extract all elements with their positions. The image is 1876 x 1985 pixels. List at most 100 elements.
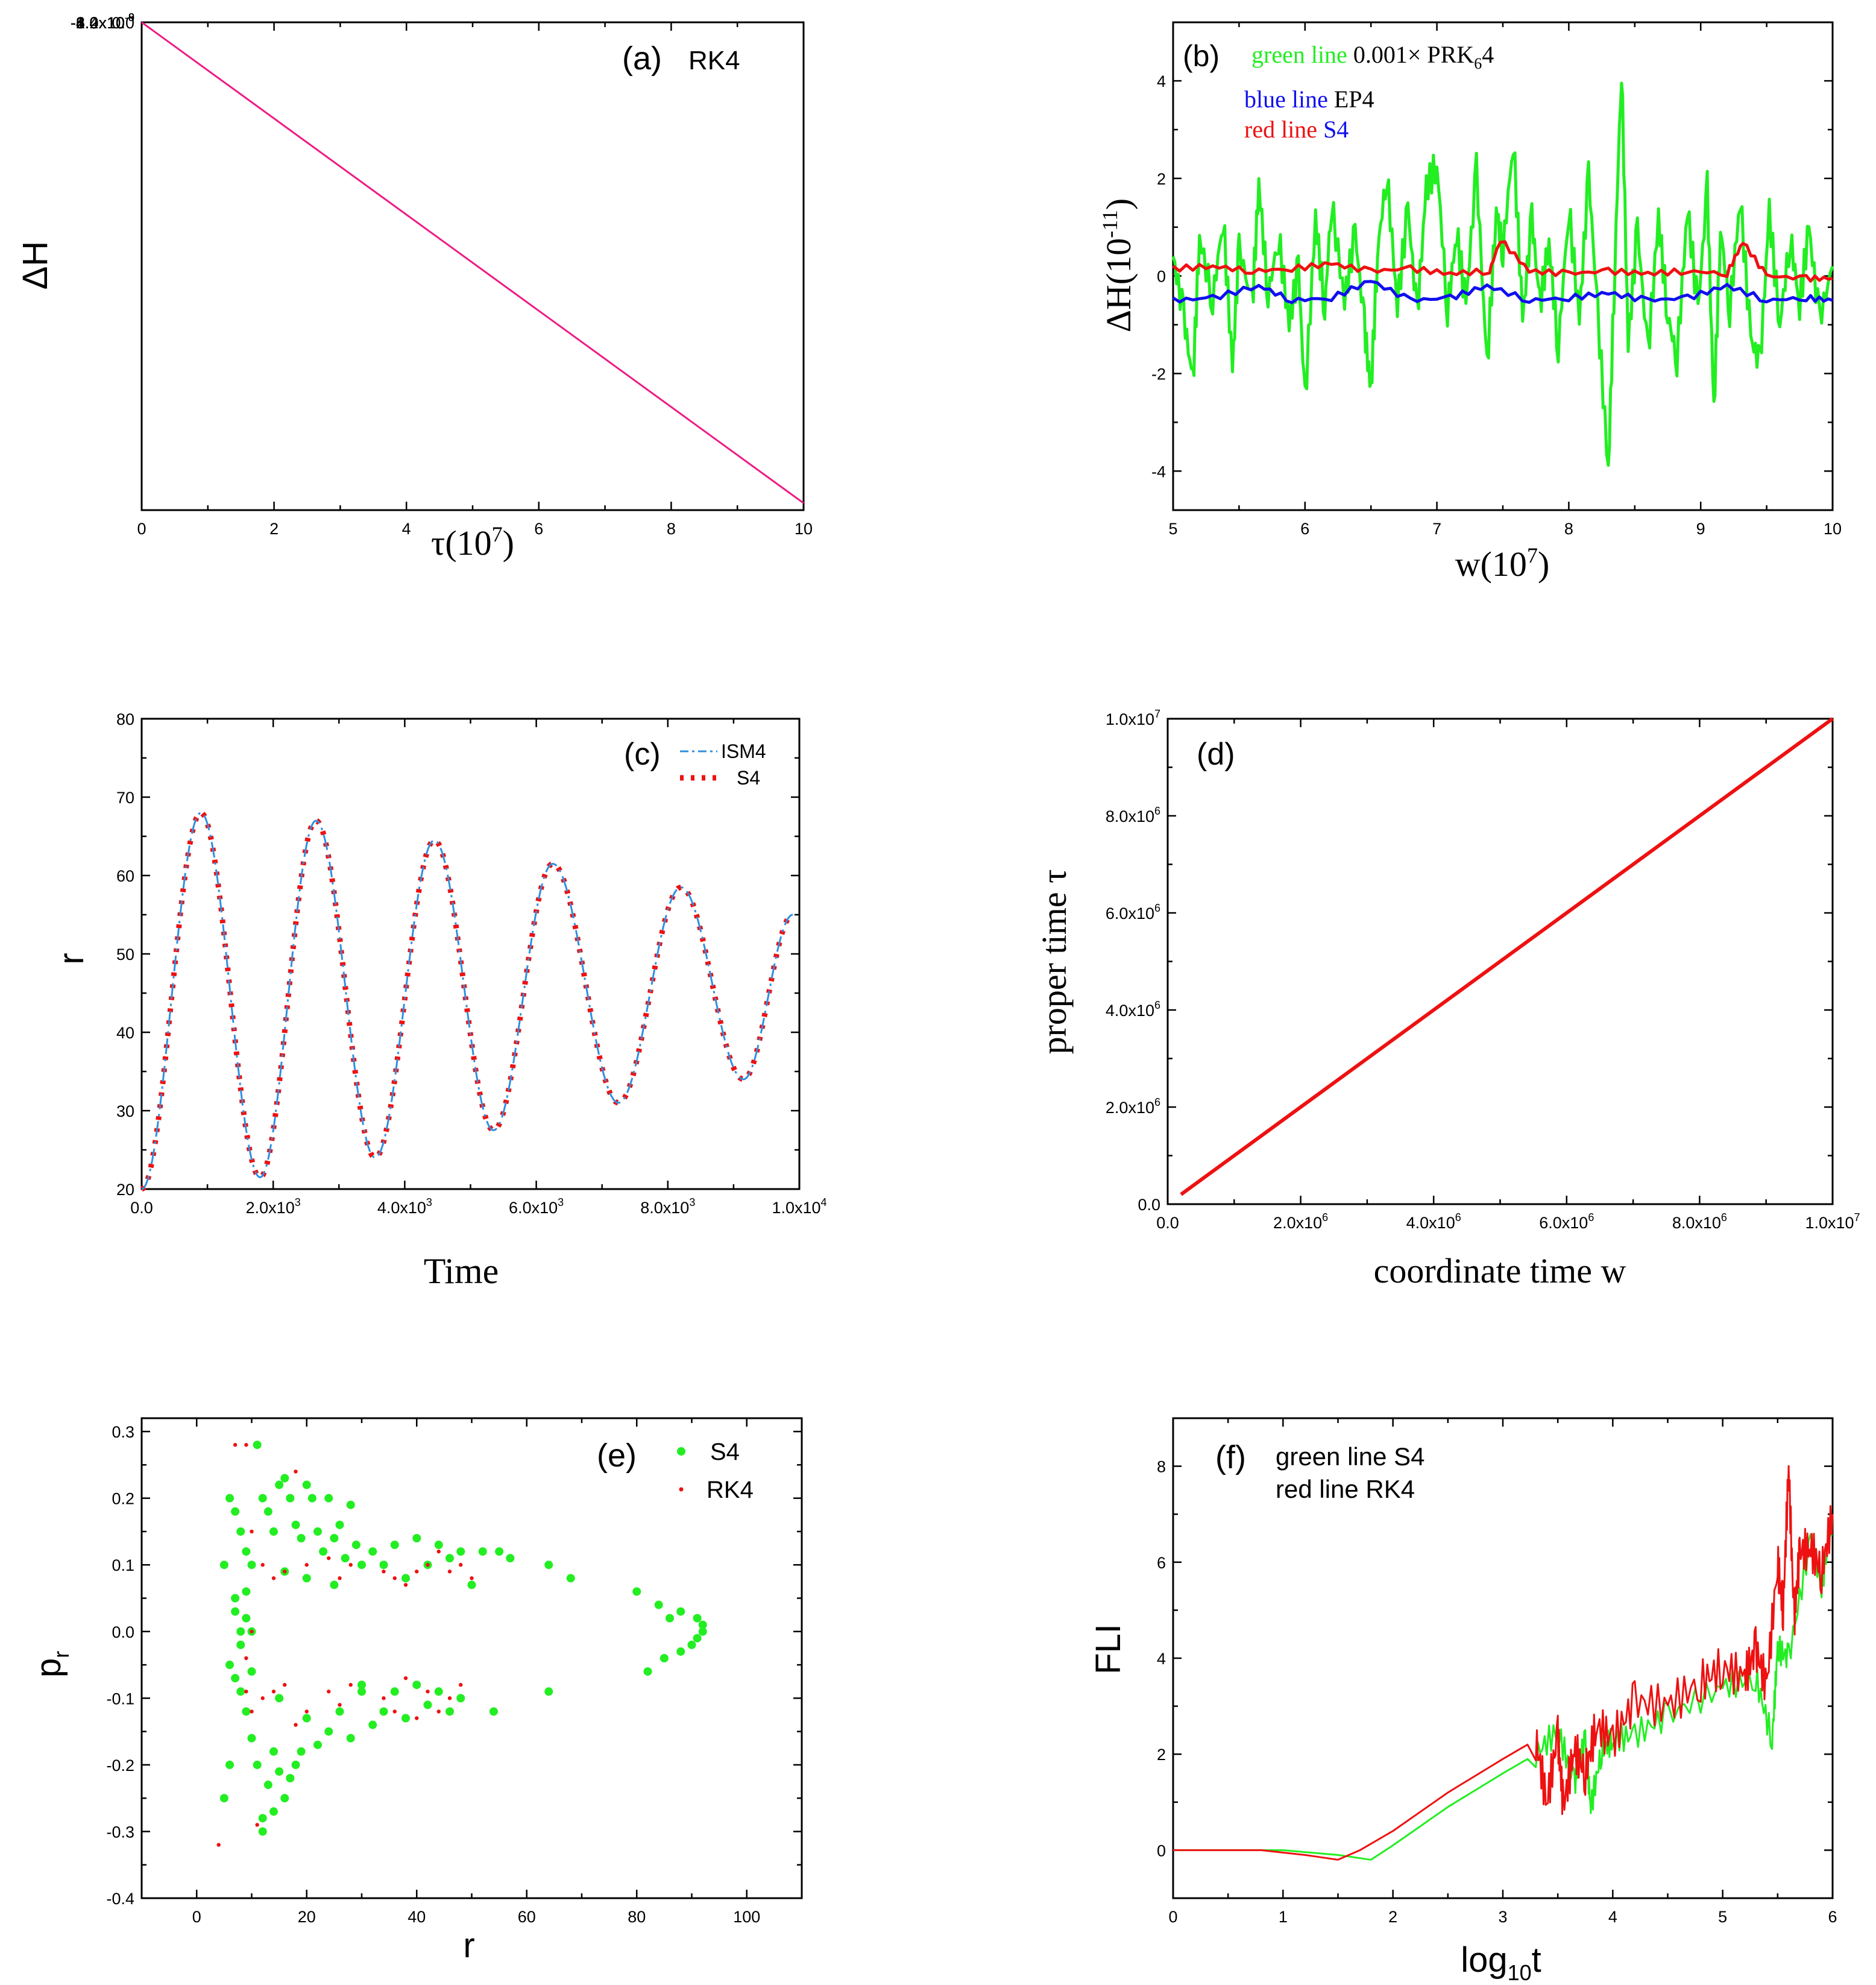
point-s4 [231, 1674, 240, 1683]
point-s4 [693, 1614, 702, 1623]
point-s4 [467, 1580, 476, 1589]
x-tick-label: 4 [402, 520, 411, 538]
point-rk4 [392, 1709, 397, 1714]
x-axis-label-f: log10t [1461, 1940, 1541, 1985]
x-tick-label: 2.0x106 [1273, 1211, 1328, 1232]
series-blue-ep4-line [1172, 280, 1833, 305]
x-axis-label-e: r [463, 1926, 474, 1965]
y-tick-label: 0 [1157, 1841, 1166, 1860]
point-rk4 [260, 1696, 265, 1700]
point-s4 [324, 1494, 333, 1503]
y-tick-label: 80 [116, 710, 134, 728]
point-s4 [275, 1480, 284, 1489]
point-s4 [698, 1627, 707, 1636]
point-s4 [506, 1554, 515, 1563]
point-s4 [357, 1561, 366, 1570]
legend-s4-label: green line S4 [1276, 1442, 1425, 1471]
y-tick-label: 0.3 [112, 1423, 134, 1441]
y-tick-label: 0.1 [112, 1556, 134, 1574]
y-tick-label: 0.2 [112, 1490, 134, 1508]
y-tick-label: -1.0x10-8 [71, 11, 134, 32]
y-axis-label-c: r [52, 953, 91, 964]
point-s4 [401, 1714, 410, 1723]
point-s4 [302, 1714, 311, 1723]
y-axis-label-a: ΔH [16, 241, 55, 290]
x-tick-label: 6 [1828, 1908, 1837, 1926]
x-tick-label: 2 [269, 520, 279, 538]
point-rk4 [426, 1563, 430, 1567]
x-tick-label: 0 [1168, 1908, 1177, 1926]
panel-f: 0 1 2 3 4 5 6 0 2 4 6 8 (f) green line S4 red line RK4… [1089, 1417, 1837, 1985]
x-tick-label: 0 [192, 1908, 201, 1926]
point-s4 [434, 1687, 443, 1696]
series-red-s4-line [1172, 240, 1833, 283]
x-tick-label: 0.0 [130, 1199, 153, 1217]
point-s4 [297, 1747, 306, 1756]
y-tick-label: -0.4 [106, 1890, 134, 1908]
point-s4 [456, 1547, 465, 1556]
point-rk4 [382, 1696, 386, 1700]
point-s4 [335, 1520, 344, 1529]
y-tick-label: -1.4x10-8 [71, 11, 134, 32]
point-rk4 [338, 1703, 342, 1707]
legend-s4-label: S4 [737, 767, 760, 789]
point-s4 [236, 1640, 245, 1649]
point-rk4 [382, 1570, 386, 1574]
point-s4 [445, 1554, 454, 1563]
y-tick-label: 40 [116, 1024, 134, 1042]
legend-rk4-label: red line RK4 [1276, 1475, 1415, 1503]
point-s4 [666, 1614, 674, 1623]
y-axis-label-e: pr [29, 1651, 74, 1677]
y-tick-label: -0.1 [106, 1690, 134, 1708]
y-axis-label-b: ΔH(10-11) [1098, 198, 1138, 332]
point-s4 [319, 1547, 328, 1556]
plot-frame-f [1172, 1417, 1834, 1899]
point-s4 [341, 1554, 350, 1563]
point-s4 [280, 1474, 289, 1483]
point-s4 [654, 1600, 663, 1609]
point-s4 [253, 1441, 262, 1450]
point-rk4 [415, 1570, 419, 1574]
point-s4 [253, 1760, 262, 1769]
point-rk4 [244, 1656, 248, 1661]
point-s4 [280, 1794, 289, 1803]
point-rk4 [447, 1696, 452, 1700]
point-s4 [297, 1534, 306, 1542]
point-s4 [291, 1760, 300, 1769]
point-s4 [313, 1527, 322, 1536]
y-tick-label: -8.0x10-9 [71, 11, 134, 32]
y-tick-label: -0.3 [106, 1823, 134, 1841]
panel-c: 0.0 2.0x103 4.0x103 6.0x103 8.0x103 1.0x104 20… [52, 710, 827, 1291]
point-s4 [544, 1561, 553, 1570]
point-rk4 [250, 1709, 254, 1714]
point-rk4 [244, 1690, 248, 1694]
y-tick-label: 50 [116, 945, 134, 964]
point-s4 [225, 1760, 234, 1769]
x-tick-label: 1.0x107 [1805, 1211, 1860, 1232]
point-s4 [412, 1680, 421, 1690]
x-tick-label: 100 [733, 1908, 760, 1926]
point-rk4 [403, 1676, 408, 1680]
y-tick-label: 4.0x106 [1106, 999, 1160, 1020]
x-axis-label-d: coordinate time w [1374, 1251, 1626, 1290]
point-rk4 [415, 1716, 419, 1720]
point-rk4 [216, 1843, 221, 1847]
point-s4 [379, 1707, 388, 1716]
legend-s4-marker [677, 1447, 685, 1456]
point-s4 [263, 1781, 272, 1790]
y-tick-label: -4 [1151, 462, 1166, 481]
point-rk4 [233, 1443, 238, 1447]
point-s4 [351, 1541, 360, 1550]
point-s4 [242, 1547, 251, 1556]
x-tick-label: 9 [1696, 520, 1705, 538]
point-rk4 [250, 1629, 254, 1633]
panel-a: 0 2 4 6 8 10 0.0-2.0x10-9-4.0x10-9-6.0x10-9-8.… [16, 11, 813, 563]
legend-ism4-label: ISM4 [721, 740, 766, 762]
x-tick-label: 10 [1824, 520, 1842, 538]
point-s4 [368, 1547, 377, 1556]
y-tick-label: 6 [1157, 1554, 1166, 1572]
y-tick-label: 70 [116, 789, 134, 807]
x-tick-label: 0.0 [1156, 1214, 1179, 1232]
y-tick-label: 1.0x107 [1106, 708, 1160, 728]
